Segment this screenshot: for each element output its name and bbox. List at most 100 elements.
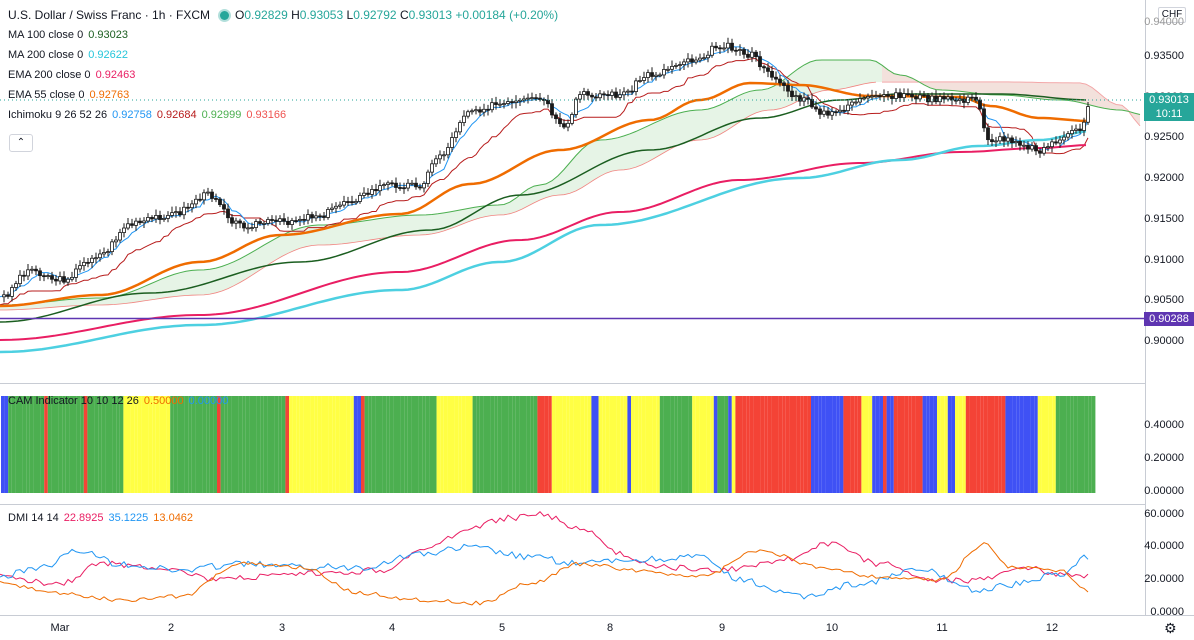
cam-bar <box>800 396 804 493</box>
candle <box>862 97 866 100</box>
cam-bar <box>616 396 621 493</box>
close-value: 0.93013 <box>408 8 452 22</box>
cam-bar <box>87 396 91 493</box>
cam-bar <box>937 396 941 493</box>
candle <box>430 163 434 173</box>
candle <box>622 91 626 96</box>
price-axis-label: 0.92000 <box>1144 172 1184 184</box>
candle <box>1006 137 1010 142</box>
cam-bar <box>1070 396 1074 493</box>
candle <box>202 192 206 201</box>
cam-bar <box>1037 396 1042 493</box>
cam-bar <box>303 396 307 493</box>
candle <box>598 93 602 99</box>
cam-bar <box>393 396 397 493</box>
candle <box>354 201 358 204</box>
candle <box>994 140 998 143</box>
candle <box>302 218 306 221</box>
cam-bar <box>573 396 577 493</box>
candle <box>214 198 218 200</box>
cam-bar <box>415 396 419 493</box>
cam-bar <box>883 396 887 493</box>
cam-bar <box>861 396 865 493</box>
legend-name: DMI 14 14 <box>8 512 59 524</box>
legend-value: 0.93023 <box>88 29 128 41</box>
change-value: +0.00184 (+0.20%) <box>455 8 559 22</box>
cam-bar <box>836 396 840 493</box>
cam-bar <box>22 396 27 493</box>
cam-bar <box>112 396 117 493</box>
candle <box>442 154 446 157</box>
cam-bar <box>645 396 649 493</box>
cam-bar <box>382 396 387 493</box>
candle <box>926 94 930 103</box>
candle <box>550 103 554 116</box>
candle <box>618 94 622 98</box>
candle <box>682 61 686 65</box>
candle <box>1062 136 1066 141</box>
cam-bar <box>130 396 135 493</box>
candle <box>210 191 214 199</box>
cam-bar <box>706 396 711 493</box>
gear-icon[interactable]: ⚙ <box>1164 620 1177 636</box>
indicator-legend[interactable]: EMA 55 close 0 0.92763 <box>8 88 129 102</box>
cam-bar <box>955 396 959 493</box>
collapse-legend-button[interactable]: ⌃ <box>9 134 33 152</box>
market-status-icon <box>220 11 230 20</box>
candle <box>318 215 322 218</box>
candle <box>658 74 662 77</box>
currency-label[interactable]: CHF <box>1158 7 1186 23</box>
cam-bar <box>195 396 199 493</box>
candle <box>54 278 58 282</box>
cam-legend[interactable]: CAM Indicator 10 10 12 26 0.50000 0.00000 <box>8 394 228 408</box>
candle <box>830 111 834 116</box>
cam-bar <box>350 396 354 493</box>
cam-bar <box>206 396 210 493</box>
cam-bar <box>1041 396 1045 493</box>
symbol-title[interactable]: U.S. Dollar / Swiss Franc · 1h · FXCM <box>8 8 211 22</box>
candle <box>310 214 314 219</box>
cam-bar <box>940 396 945 493</box>
cam-bar <box>749 396 754 493</box>
cam-bar <box>652 396 657 493</box>
cam-axis-label: 0.40000 <box>1144 419 1184 431</box>
cam-bar <box>818 396 822 493</box>
candle <box>574 98 578 115</box>
candle <box>774 76 778 80</box>
candle <box>738 49 742 51</box>
legend-value: 35.1225 <box>108 512 149 524</box>
candle <box>198 198 202 201</box>
indicator-legend[interactable]: EMA 200 close 0 0.92463 <box>8 68 135 82</box>
candle <box>230 217 234 224</box>
indicator-legend[interactable]: MA 200 close 0 0.92622 <box>8 48 128 62</box>
legend-value: 0.92463 <box>95 69 136 81</box>
cam-bar <box>951 396 955 493</box>
candle <box>86 261 90 264</box>
cam-bar <box>785 396 790 493</box>
candle <box>810 99 814 108</box>
chevron-up-icon: ⌃ <box>16 137 26 148</box>
cam-bar <box>677 396 682 493</box>
cam-bar <box>51 396 55 493</box>
cam-bar <box>141 396 145 493</box>
cam-bar <box>386 396 390 493</box>
cam-bar <box>793 396 797 493</box>
cam-bar <box>181 396 185 493</box>
candle <box>962 98 966 103</box>
candle <box>422 183 426 189</box>
cam-bar <box>166 396 171 493</box>
cam-bar <box>587 396 592 493</box>
indicator-legend[interactable]: Ichimoku 9 26 52 26 0.92758 0.92684 0.92999… <box>8 108 286 122</box>
cam-bar <box>803 396 808 493</box>
cam-bar <box>857 396 862 493</box>
candle <box>678 64 682 66</box>
cam-bar <box>73 396 77 493</box>
indicator-legend[interactable]: MA 100 close 0 0.93023 <box>8 28 128 42</box>
cam-bar <box>335 396 340 493</box>
cam-bar <box>983 396 988 493</box>
candle <box>770 70 774 78</box>
candle <box>90 257 94 263</box>
legend-name: EMA 55 close 0 <box>8 89 85 101</box>
dmi-legend[interactable]: DMI 14 14 22.8925 35.1225 13.0462 <box>8 511 193 525</box>
